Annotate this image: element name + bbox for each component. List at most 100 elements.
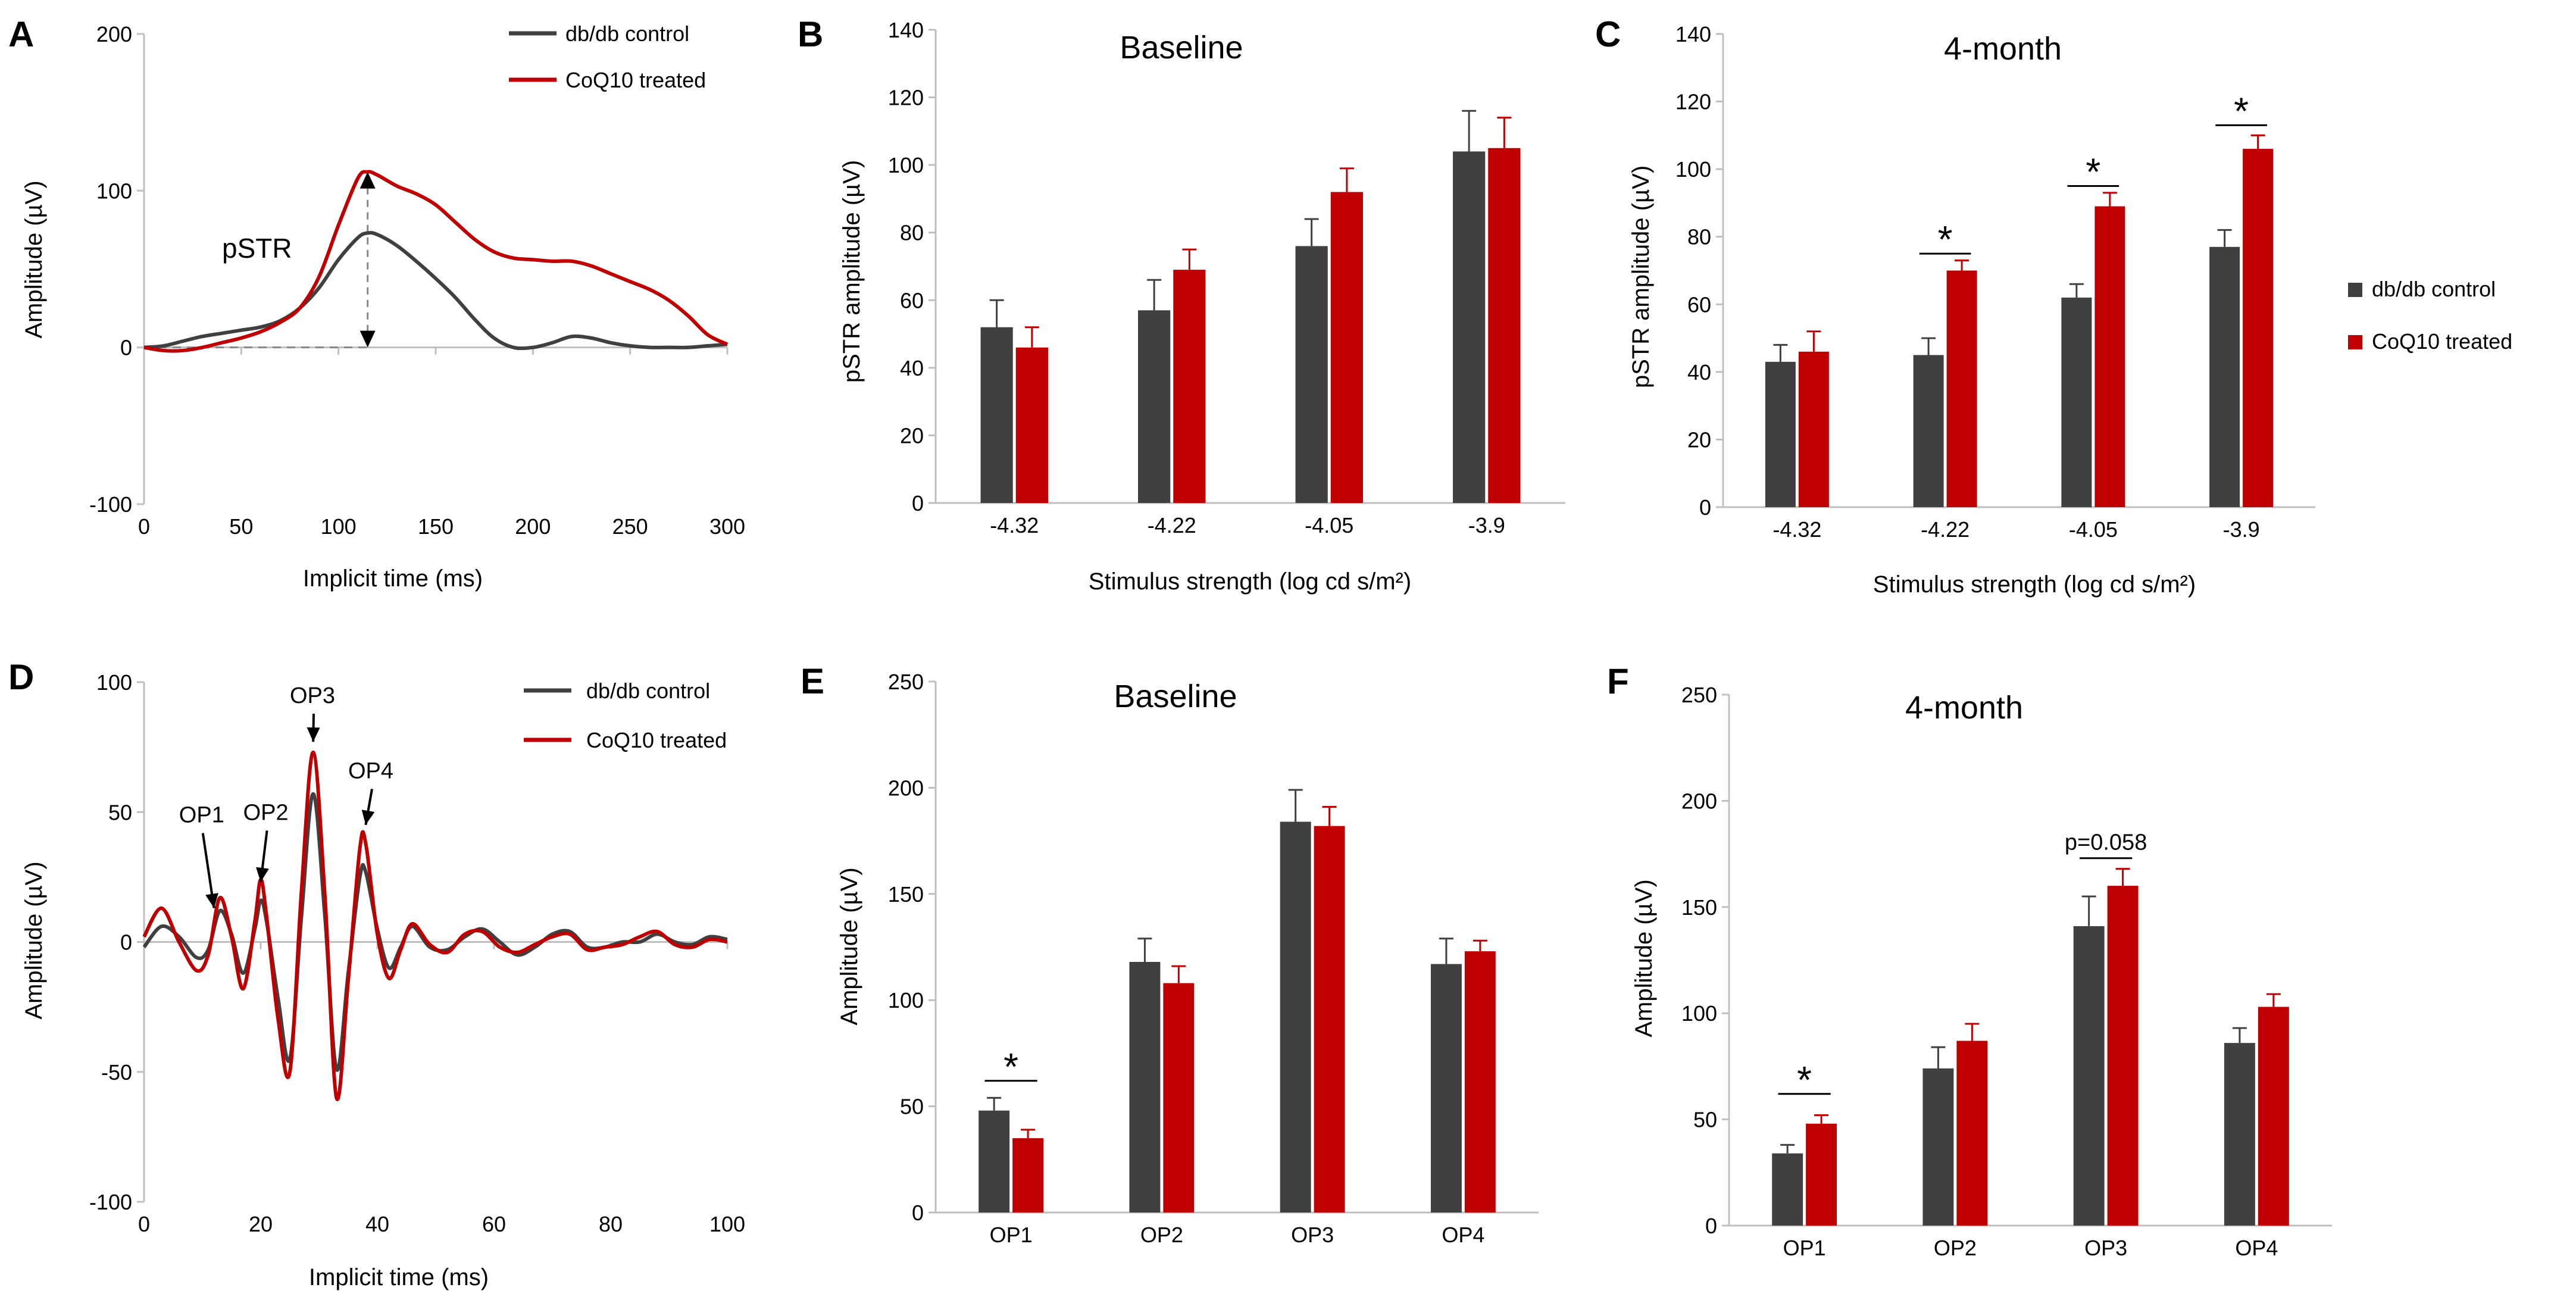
treated-error-bar-b xyxy=(1339,167,1354,192)
peak-label-op2: OP2 xyxy=(243,800,289,825)
peak-arrow-head-icon xyxy=(307,727,320,742)
peak-label-op3: OP3 xyxy=(290,683,335,708)
y-axis-label-d: Amplitude (µV) xyxy=(21,861,47,1019)
legend-label-control-a: db/db control xyxy=(565,21,689,46)
x-tick-label-d: 100 xyxy=(709,1212,745,1236)
y-tick-label-b: 20 xyxy=(900,423,924,448)
x-tick-label-a: 0 xyxy=(138,514,150,539)
control-error-bar-e xyxy=(1288,789,1303,822)
x-tick-label-e: OP1 xyxy=(990,1223,1033,1247)
y-axis-label-f: Amplitude (µV) xyxy=(1631,879,1657,1037)
chart-title-e: Baseline xyxy=(1114,679,1237,714)
y-tick-label-c: 120 xyxy=(1675,90,1711,114)
control-bar-e xyxy=(1430,964,1462,1212)
x-tick-label-a: 200 xyxy=(515,514,551,539)
x-tick-label-d: 40 xyxy=(365,1212,389,1236)
y-tick-label-c: 140 xyxy=(1675,22,1711,46)
control-bar-b xyxy=(980,327,1013,503)
x-tick-label-e: OP3 xyxy=(1291,1223,1334,1247)
p-value-label-f: p=0.058 xyxy=(2065,830,2147,855)
control-error-bar-f xyxy=(2232,1027,2247,1043)
treated-bar-e xyxy=(1314,826,1345,1212)
plot-area-b: 0 20 40 60 80 100 120 140 -4.32 -4.22 -4.05 -3.9 xyxy=(888,18,1565,538)
y-tick-label-a: 100 xyxy=(96,179,132,203)
control-bar-b xyxy=(1138,310,1171,503)
panel-f: F 0 50 100 150 200 250 OP1 OP2 OP3 OP4 * p=0.058 4-… xyxy=(1607,661,2332,1260)
control-bar-c xyxy=(2061,297,2092,507)
control-bar-f xyxy=(2073,926,2105,1226)
x-tick-label-d: 20 xyxy=(249,1212,273,1236)
y-tick-label-f: 100 xyxy=(1681,1001,1717,1026)
significance-star-f: * xyxy=(1797,1058,1812,1101)
treated-error-bar-f xyxy=(2266,993,2281,1007)
panel-label-a: A xyxy=(8,14,34,54)
peak-arrow-head-icon xyxy=(205,893,218,908)
control-error-bar-c xyxy=(2217,229,2232,247)
chart-title-b: Baseline xyxy=(1120,30,1243,65)
y-axis-label-c: pSTR amplitude (µV) xyxy=(1628,165,1654,388)
treated-error-bar-c xyxy=(2250,134,2265,149)
y-axis-label-e: Amplitude (µV) xyxy=(836,867,862,1025)
treated-error-bar-b xyxy=(1497,117,1512,148)
panel-label-c: C xyxy=(1595,14,1621,54)
arrow-head-up-icon xyxy=(359,171,376,189)
y-axis-label-b: pSTR amplitude (µV) xyxy=(839,160,865,383)
control-error-bar-f xyxy=(1780,1143,1795,1154)
control-error-bar-f xyxy=(2081,895,2096,926)
y-tick-label-e: 200 xyxy=(888,776,924,800)
control-error-bar-f xyxy=(1931,1046,1946,1068)
plot-area-d: -100 -50 0 50 100 0 20 40 60 80 100 OP1 OP2 OP3 OP4 xyxy=(89,670,745,1236)
treated-bar-c xyxy=(2243,149,2274,508)
y-tick-label-e: 0 xyxy=(912,1201,924,1225)
y-tick-label-b: 80 xyxy=(900,221,924,245)
x-tick-label-e: OP2 xyxy=(1140,1223,1183,1247)
y-axis-label-a: Amplitude (µV) xyxy=(21,180,47,338)
x-tick-label-b: -4.05 xyxy=(1305,513,1353,538)
y-tick-label-b: 100 xyxy=(888,153,924,177)
y-tick-label-b: 60 xyxy=(900,288,924,312)
significance-star-c: * xyxy=(2234,89,2249,132)
panel-label-d: D xyxy=(8,657,34,697)
control-error-bar-b xyxy=(1147,279,1162,311)
treated-error-bar-e xyxy=(1322,806,1337,826)
x-tick-label-c: -4.22 xyxy=(1921,517,1969,542)
legend-label-control-d: db/db control xyxy=(586,679,710,703)
control-bar-b xyxy=(1453,151,1486,503)
annotation-pstr: pSTR xyxy=(222,233,292,264)
control-bar-f xyxy=(2224,1043,2255,1226)
peak-label-op4: OP4 xyxy=(348,759,393,784)
treated-bar-b xyxy=(1330,192,1363,504)
y-tick-label-c: 40 xyxy=(1687,360,1711,385)
x-tick-label-f: OP3 xyxy=(2084,1236,2127,1260)
control-error-bar-b xyxy=(989,299,1004,327)
y-tick-label-d: 100 xyxy=(96,670,132,695)
y-tick-label-f: 50 xyxy=(1693,1108,1717,1132)
y-tick-label-d: 50 xyxy=(108,800,132,824)
x-axis-label-a: Implicit time (ms) xyxy=(303,565,483,592)
control-error-bar-c xyxy=(1773,343,1788,362)
treated-error-bar-f xyxy=(2115,868,2130,886)
x-tick-label-f: OP1 xyxy=(1783,1236,1826,1260)
control-error-bar-e xyxy=(1439,938,1453,964)
x-axis-label-d: Implicit time (ms) xyxy=(309,1264,489,1290)
chart-title-f: 4-month xyxy=(1905,690,2023,726)
y-tick-label-e: 100 xyxy=(888,988,924,1012)
panel-label-b: B xyxy=(798,14,823,54)
treated-error-bar-e xyxy=(1473,939,1487,952)
x-tick-label-d: 80 xyxy=(599,1212,623,1236)
control-error-bar-b xyxy=(1462,110,1477,152)
x-tick-label-a: 300 xyxy=(709,514,745,539)
control-error-bar-b xyxy=(1304,218,1319,246)
y-tick-label-f: 0 xyxy=(1705,1214,1717,1238)
x-tick-label-b: -4.32 xyxy=(990,513,1039,538)
y-tick-label-d: -50 xyxy=(101,1060,132,1085)
treated-error-bar-e xyxy=(1171,965,1186,983)
x-axis-label-b: Stimulus strength (log cd s/m²) xyxy=(1089,568,1411,595)
y-tick-label-c: 0 xyxy=(1699,495,1711,520)
legend-label-treated-c: CoQ10 treated xyxy=(2372,329,2512,354)
control-error-bar-e xyxy=(1137,938,1152,962)
y-tick-label-b: 120 xyxy=(888,86,924,110)
